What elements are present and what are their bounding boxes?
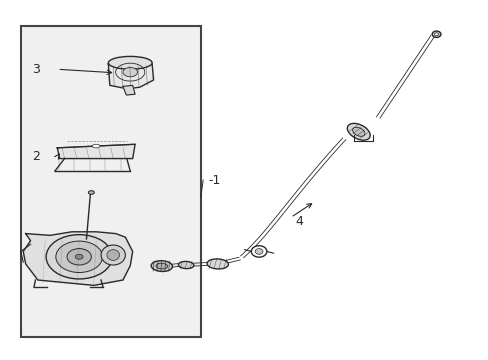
- Ellipse shape: [108, 57, 152, 69]
- Ellipse shape: [122, 67, 137, 77]
- Ellipse shape: [251, 246, 266, 257]
- Ellipse shape: [107, 249, 119, 260]
- Polygon shape: [23, 232, 132, 285]
- Ellipse shape: [346, 123, 369, 140]
- Ellipse shape: [92, 144, 100, 148]
- Ellipse shape: [46, 235, 112, 279]
- Ellipse shape: [156, 263, 167, 269]
- Text: 4: 4: [295, 215, 303, 228]
- Ellipse shape: [88, 191, 94, 194]
- Ellipse shape: [434, 33, 438, 36]
- Ellipse shape: [67, 249, 91, 265]
- Text: 3: 3: [32, 63, 40, 76]
- Ellipse shape: [56, 241, 102, 273]
- Ellipse shape: [178, 261, 194, 269]
- Polygon shape: [57, 144, 135, 158]
- Ellipse shape: [255, 249, 263, 254]
- Text: 2: 2: [32, 150, 40, 163]
- Ellipse shape: [75, 254, 83, 259]
- Ellipse shape: [431, 31, 440, 37]
- Text: -1: -1: [207, 174, 220, 186]
- Ellipse shape: [352, 127, 364, 136]
- Ellipse shape: [151, 261, 172, 271]
- Polygon shape: [108, 64, 153, 89]
- Bar: [21, 26, 201, 337]
- Polygon shape: [122, 85, 135, 95]
- Ellipse shape: [101, 245, 125, 265]
- Ellipse shape: [206, 259, 228, 269]
